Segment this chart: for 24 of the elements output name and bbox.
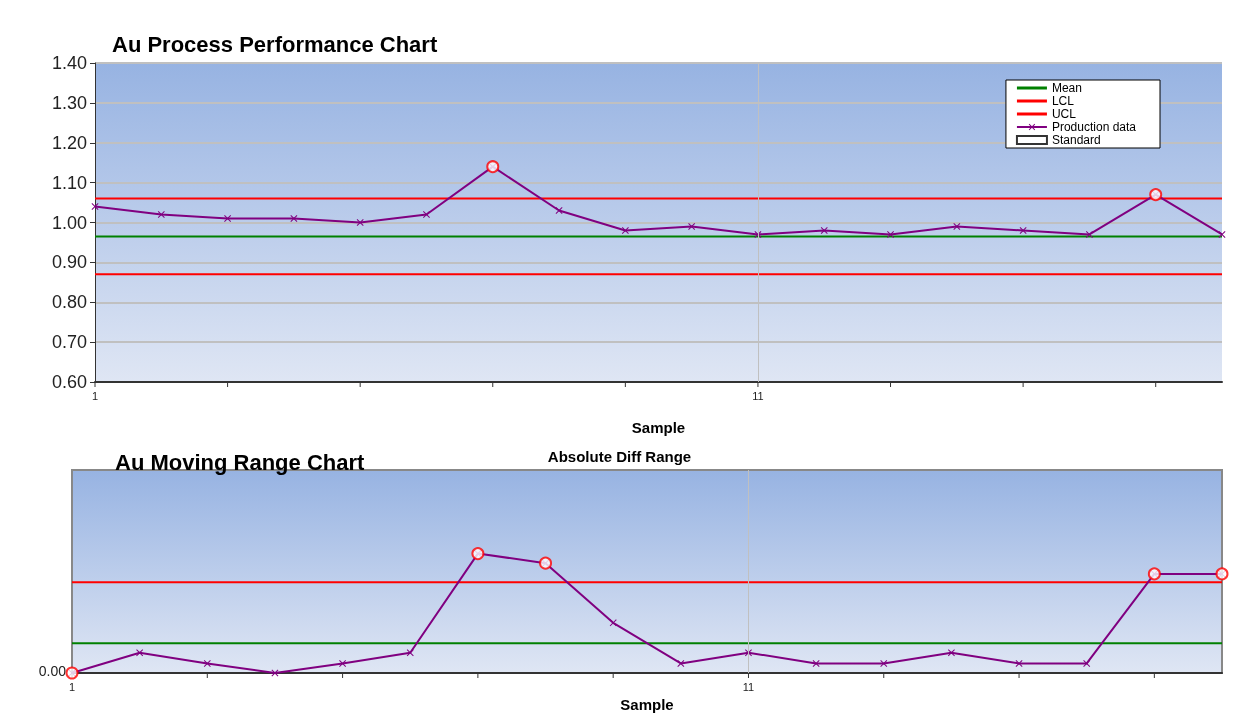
x-axis-title: Sample <box>620 696 674 713</box>
y-tick-label: 0.90 <box>51 252 87 273</box>
legend-label: UCL <box>1051 107 1077 121</box>
x-tick-label: 1 <box>91 389 99 402</box>
x-tick-label: 11 <box>752 389 764 402</box>
y-tick-label: 1.30 <box>51 92 87 113</box>
x-tick-label: 1 <box>68 680 76 693</box>
y-tick-label: 1.00 <box>51 212 87 233</box>
y-tick-label: 1.10 <box>51 172 87 193</box>
y-tick-label: 0.70 <box>51 332 87 353</box>
y-tick-label: 1.40 <box>51 53 87 73</box>
legend-label: Mean <box>1051 81 1082 95</box>
y-tick-label: 0.80 <box>51 292 87 313</box>
legend-label: Standard <box>1051 133 1101 147</box>
text: 0.00 <box>38 663 67 679</box>
x-axis-title: Sample <box>631 419 686 436</box>
legend-label: Production data <box>1051 120 1137 134</box>
y-tick-label: 0.60 <box>51 372 87 392</box>
chart-title: Au Moving Range Chart <box>115 449 366 475</box>
x-tick-label: 11 <box>742 680 755 693</box>
chart-title: Au Process Performance Chart <box>112 31 438 57</box>
chart-subtitle: Absolute Diff Range <box>547 448 692 465</box>
legend-label: LCL <box>1051 94 1075 108</box>
y-tick-label: 1.20 <box>51 132 87 153</box>
